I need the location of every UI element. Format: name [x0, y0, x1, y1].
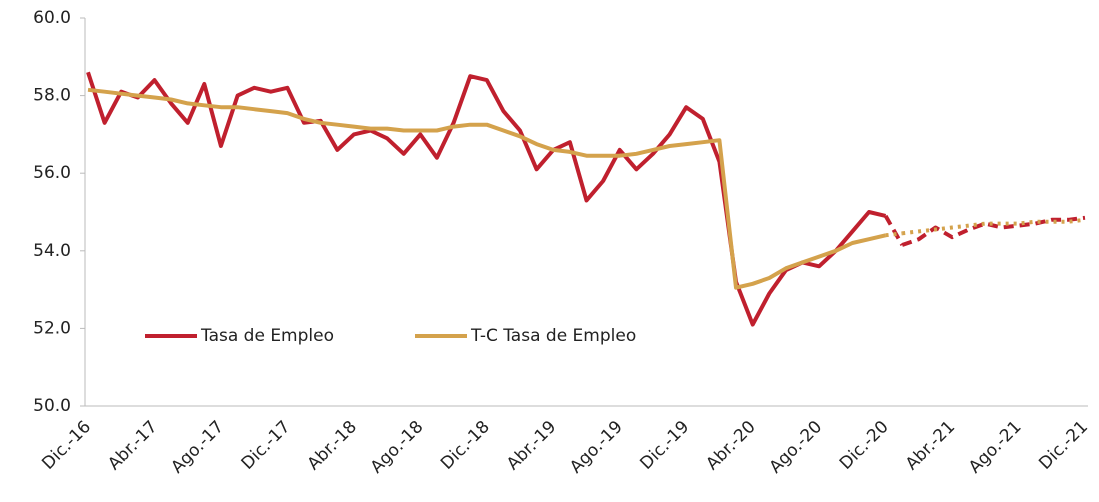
legend-label: Tasa de Empleo: [200, 326, 334, 346]
y-tick-label: 54.0: [33, 241, 71, 261]
x-tick-label: Ago.-21: [965, 417, 1026, 478]
x-tick-label: Ago.-19: [566, 417, 627, 478]
forecast-line: [901, 217, 1086, 236]
x-tick-label: Abr.-21: [902, 417, 959, 474]
x-tick-label: Ago.-17: [167, 417, 228, 478]
x-tick-label: Abr.-17: [104, 417, 161, 474]
x-tick-label: Abr.-20: [702, 417, 759, 474]
series-line: [87, 87, 887, 290]
x-tick-label: Dic.-20: [836, 417, 893, 474]
y-tick-label: 52.0: [33, 318, 71, 338]
y-tick-label: 56.0: [33, 163, 71, 183]
y-tick-label: 60.0: [33, 8, 71, 28]
x-tick-label: Abr.-19: [503, 417, 560, 474]
forecast-line: [901, 215, 1086, 247]
x-tick-label: Dic.-21: [1035, 417, 1092, 474]
x-tick-label: Dic.-16: [38, 417, 95, 474]
y-tick-label: 50.0: [33, 396, 71, 416]
connector: [885, 231, 903, 238]
legend-label: T-C Tasa de Empleo: [470, 326, 636, 346]
series-line: [86, 71, 887, 327]
connector: [883, 214, 904, 246]
x-tick-label: Ago.-20: [766, 417, 827, 478]
x-tick-label: Dic.-18: [437, 417, 494, 474]
x-tick-label: Dic.-19: [636, 417, 693, 474]
x-tick-label: Ago.-18: [367, 417, 428, 478]
y-tick-label: 58.0: [33, 86, 71, 106]
x-tick-label: Dic.-17: [238, 417, 295, 474]
x-tick-label: Abr.-18: [304, 417, 361, 474]
